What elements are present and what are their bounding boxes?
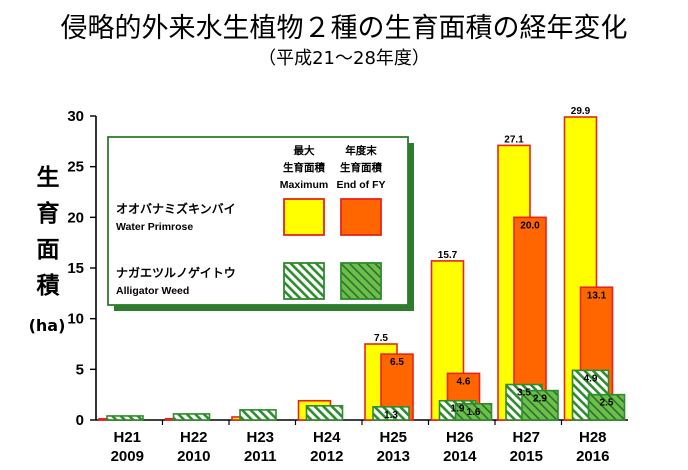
legend-species-en: Alligator Weed	[116, 285, 189, 297]
data-label: 4.6	[457, 376, 471, 387]
bar-alligator-weed-end	[521, 389, 559, 421]
y-axis-label: 生 育 面 積	[30, 160, 66, 304]
x-tick-label-year: 2015	[510, 448, 543, 465]
data-label: 4.9	[584, 373, 598, 384]
bar-alligator-weed-max	[372, 406, 410, 421]
data-label: 1.6	[467, 407, 481, 418]
data-labels: 7.5 6.5 1.3 15.7 4.6 1.9 1.6 27.1 20.0 3.52.9 29.9…	[374, 106, 614, 421]
x-tick-label-year: 2016	[576, 448, 609, 465]
bar-alligator-weed-end	[454, 402, 493, 421]
bar-alligator-weed-end	[587, 393, 626, 421]
data-label: 7.5	[374, 333, 388, 344]
data-label: 15.7	[438, 250, 458, 261]
x-tick-label-era: H26	[446, 429, 474, 446]
x-tick-label-era: H23	[246, 429, 274, 446]
legend-header-max: 生育面積	[283, 161, 325, 174]
legend-header-end: 年度末	[345, 144, 377, 157]
data-label: 1.9	[451, 404, 465, 415]
y-tick-label: 15	[67, 260, 84, 277]
y-axis-label-char: 生	[36, 165, 60, 191]
data-label: 1.3	[384, 410, 398, 421]
chart-subtitle: （平成21～28年度）	[258, 48, 430, 69]
data-label: 27.1	[504, 134, 524, 145]
legend-swatch-wp-max	[283, 198, 325, 236]
legend-species-jp: ナガエツルノゲイトウ	[116, 265, 236, 280]
data-label: 6.5	[390, 357, 404, 368]
y-tick-label: 5	[76, 361, 84, 378]
legend-swatch-aw-end	[340, 262, 382, 300]
axes: 0 5 10 15 20 25 30 H21 2009 H22 2010 H23 2011 H24 2012…	[67, 108, 628, 465]
y-tick-label: 30	[67, 108, 84, 125]
bar-alligator-weed-max	[239, 409, 277, 421]
data-label: 2.9	[533, 394, 547, 405]
y-axis-unit: (ha)	[28, 316, 66, 335]
legend-header-max: Maximum	[280, 179, 328, 191]
data-label: 13.1	[587, 290, 607, 301]
x-tick-label-era: H25	[379, 429, 407, 446]
x-tick-label-year: 2010	[177, 448, 210, 465]
chart-title: 侵略的外来水生植物２種の生育面積の経年変化	[60, 13, 628, 44]
x-tick-label-era: H21	[113, 429, 141, 446]
x-tick-label-era: H27	[512, 429, 540, 446]
x-tick-label-year: 2013	[377, 448, 410, 465]
legend-header-end: End of FY	[337, 179, 386, 191]
bar-alligator-weed-max	[172, 413, 211, 421]
x-tick-label-year: 2014	[443, 448, 477, 465]
x-tick-label-era: H24	[313, 429, 341, 446]
bar-alligator-weed-max	[305, 405, 344, 421]
bar-alligator-weed-max	[106, 415, 144, 421]
legend-species-en: Water Primrose	[116, 221, 193, 233]
bars	[98, 116, 626, 421]
x-tick-label-year: 2011	[244, 448, 277, 465]
x-tick-label-year: 2012	[310, 448, 343, 465]
x-tick-label-era: H22	[180, 429, 208, 446]
y-axis-label-char: 積	[36, 273, 60, 299]
x-tick-label-era: H28	[579, 429, 607, 446]
data-label: 3.5	[517, 388, 531, 399]
legend-header-max: 最大	[294, 144, 315, 157]
y-tick-label: 25	[67, 159, 84, 176]
y-axis-label-char: 育	[36, 201, 60, 227]
x-tick-label-year: 2009	[111, 448, 144, 465]
data-label: 2.5	[600, 398, 614, 409]
y-axis-label-char: 面	[36, 237, 60, 263]
legend-header-end: 生育面積	[340, 161, 382, 174]
y-tick-label: 10	[67, 311, 84, 328]
legend-swatch-wp-end	[340, 198, 382, 236]
legend-swatch-aw-max	[283, 262, 325, 300]
data-label: 20.0	[520, 220, 540, 231]
y-tick-label: 20	[67, 209, 84, 226]
data-label: 29.9	[571, 106, 591, 117]
y-tick-label: 0	[76, 412, 84, 429]
legend-species-jp: オオバナミズキンバイ	[116, 201, 236, 216]
